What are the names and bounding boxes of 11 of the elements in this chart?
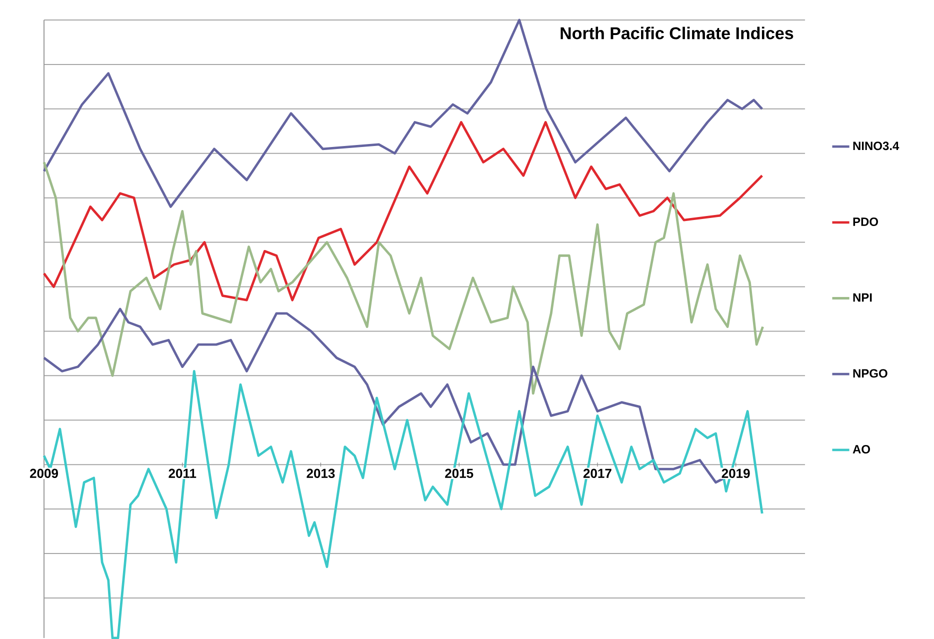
legend-label: AO (852, 445, 870, 454)
x-tick-label: 2011 (168, 468, 196, 478)
chart-title: North Pacific Climate Indices (560, 26, 794, 40)
legend-label: PDO (853, 217, 878, 226)
x-tick-label: 2017 (583, 468, 612, 478)
x-tick-label: 2013 (306, 468, 335, 478)
x-tick-label: 2015 (445, 468, 474, 478)
legend-label: NINO3.4 (853, 142, 900, 150)
legend-label: NPI (853, 293, 872, 302)
x-tick-label: 2009 (30, 468, 58, 478)
legend-label: NPGO (853, 369, 888, 378)
